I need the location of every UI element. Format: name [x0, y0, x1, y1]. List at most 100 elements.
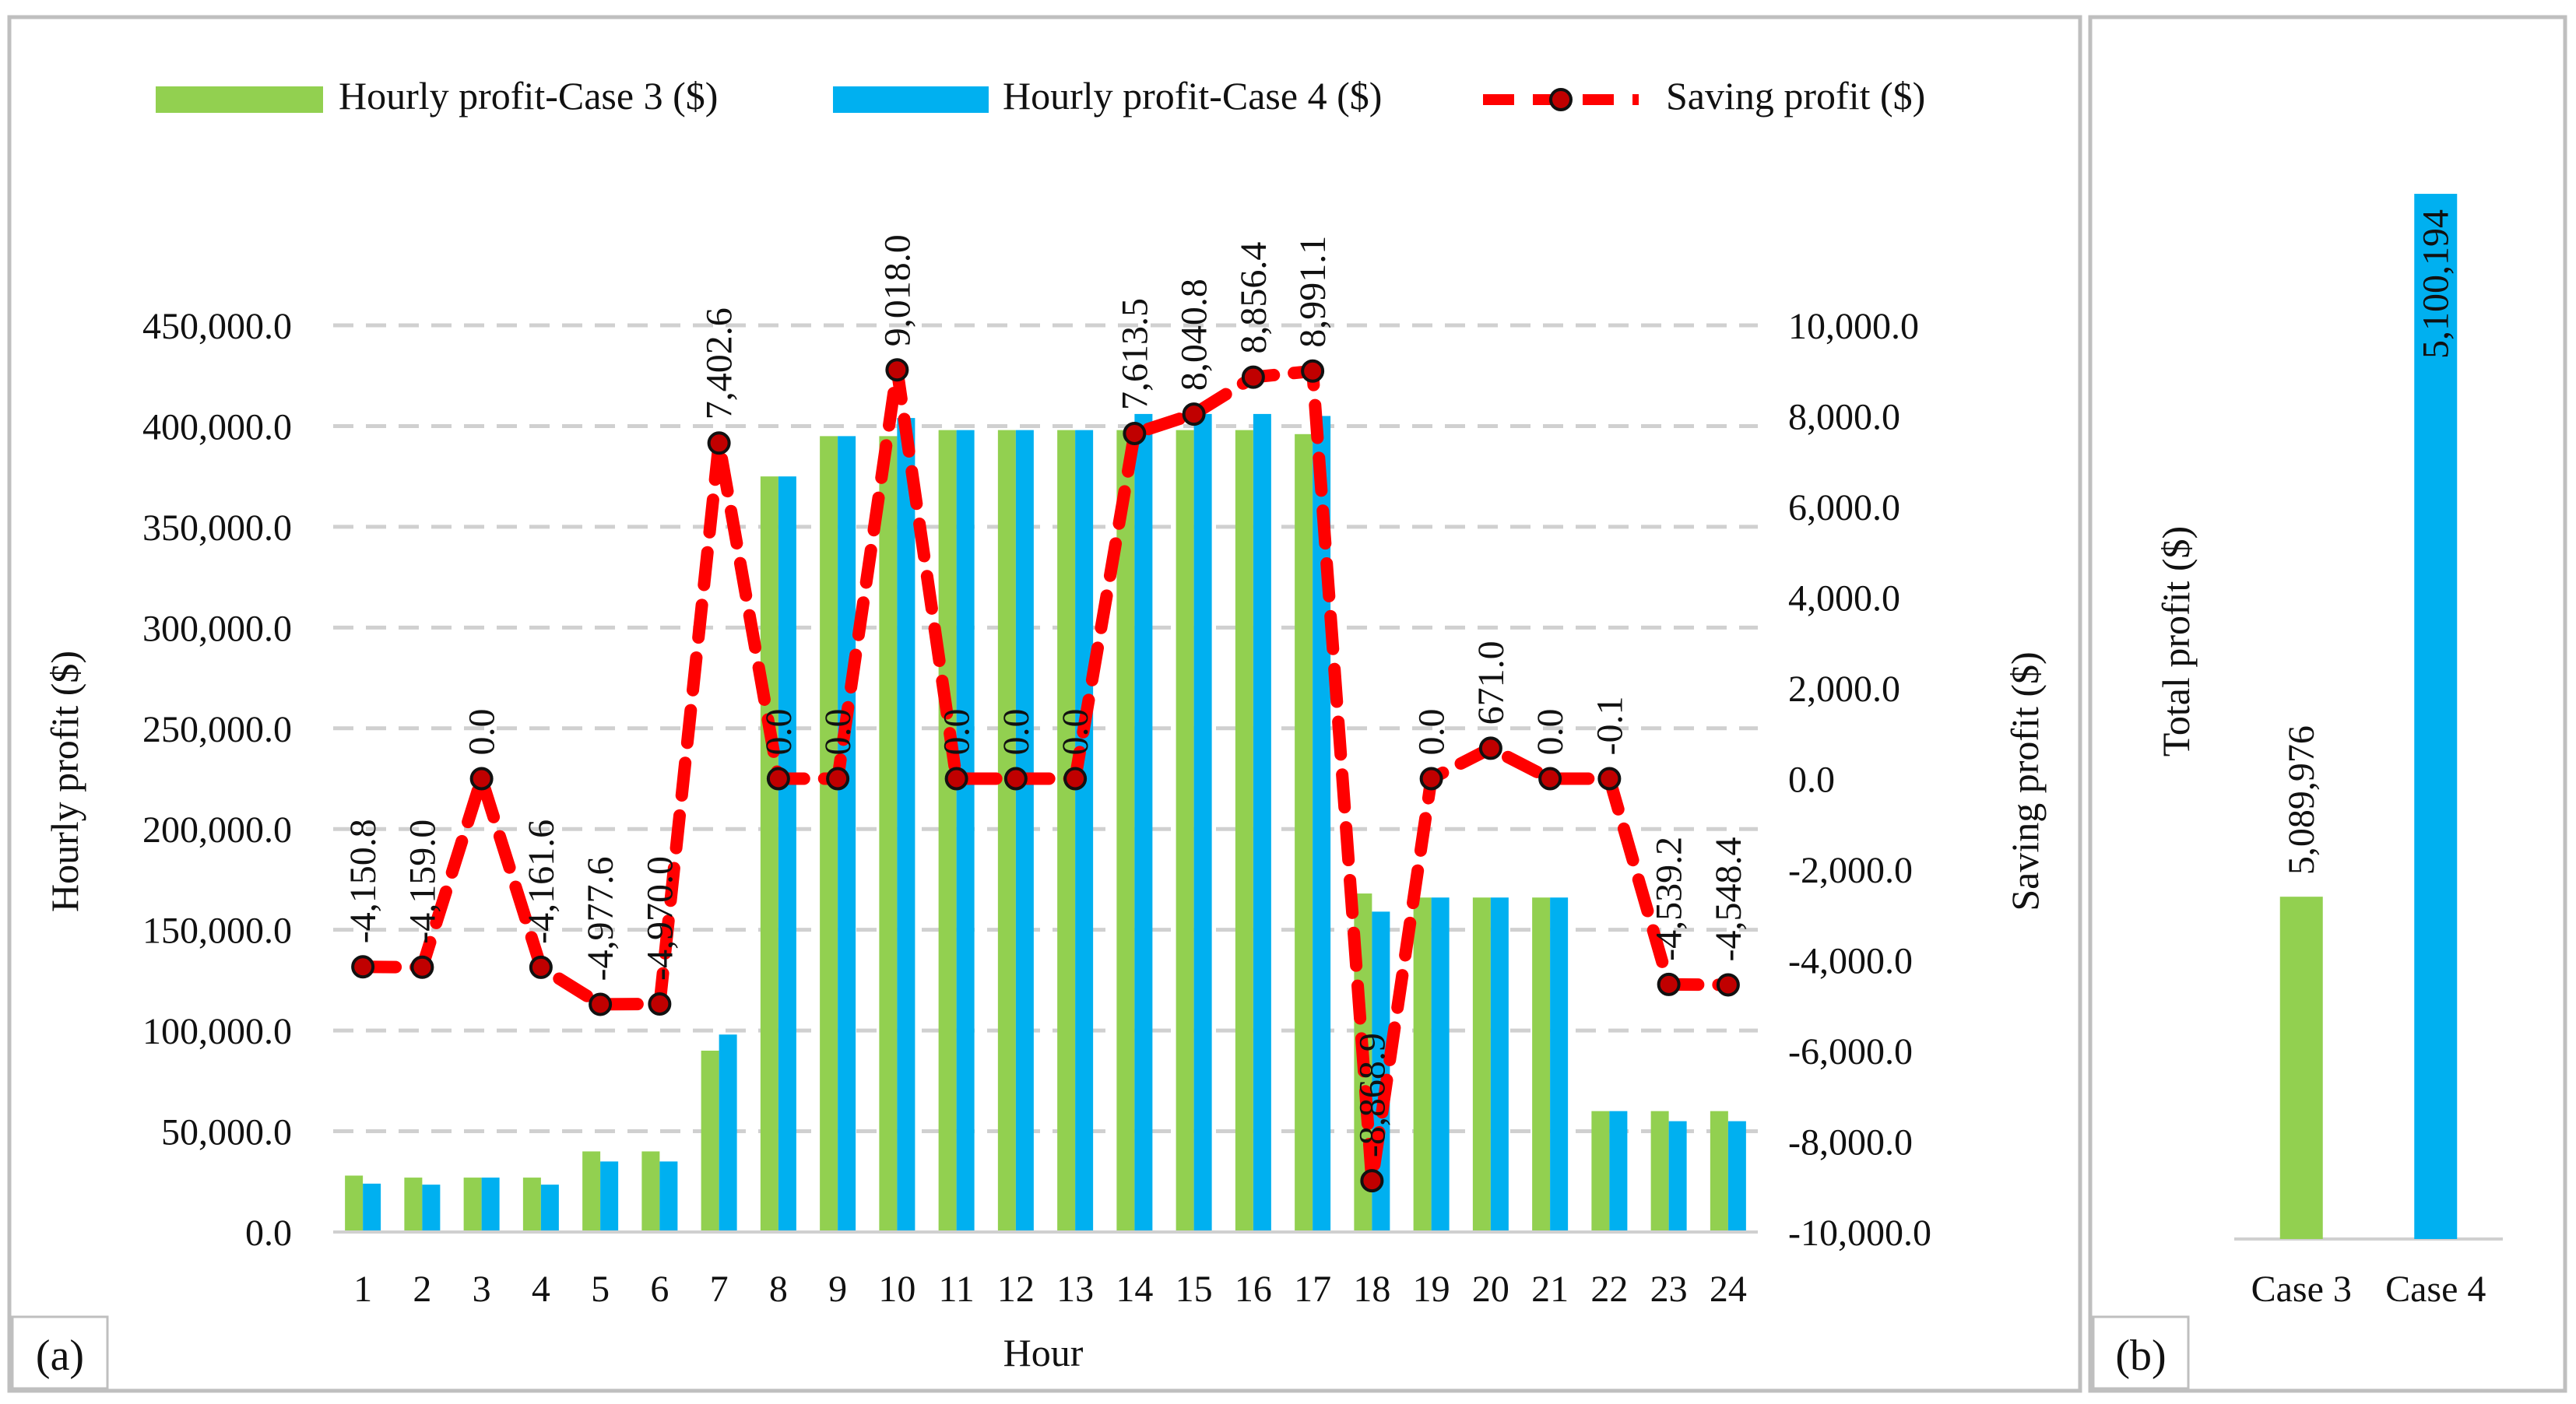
- bar-case3: [582, 1151, 601, 1232]
- saving-marker: [351, 955, 375, 979]
- bar-case4: [838, 436, 856, 1232]
- saving-data-label: 8,040.8: [1174, 279, 1215, 391]
- x-tick-label: 8: [769, 1269, 788, 1310]
- bar-case3: [1176, 430, 1194, 1232]
- saving-data-label: -0.1: [1589, 697, 1630, 756]
- legend-swatch-case4: [833, 86, 989, 113]
- bar-case4: [956, 430, 975, 1232]
- bar-case4: [1727, 1121, 1746, 1232]
- bar-case3: [1413, 897, 1432, 1232]
- y-tick-label-left: 100,000.0: [142, 1011, 292, 1052]
- x-tick-label: 3: [473, 1269, 491, 1310]
- bar-total-case3: [2279, 897, 2323, 1239]
- x-tick-label: 11: [939, 1269, 975, 1310]
- bar-total-case4: [2414, 194, 2458, 1240]
- panel-a-frame: [7, 15, 2082, 1393]
- y-axis-title-panel-b: Total profit ($): [2154, 526, 2198, 756]
- y-tick-label-right: 2,000.0: [1788, 669, 1900, 710]
- x-tick-label: 19: [1413, 1269, 1450, 1310]
- bar-case3: [1295, 433, 1313, 1232]
- x-axis-title: Hour: [1003, 1331, 1084, 1374]
- y-tick-label-right: -8,000.0: [1788, 1122, 1913, 1164]
- saving-marker: [589, 992, 613, 1016]
- bar-case3: [1116, 430, 1135, 1232]
- bar-case3: [463, 1178, 482, 1232]
- axes-panel-a: 0.050,000.0100,000.0150,000.0200,000.025…: [142, 306, 1931, 1310]
- bar-case4: [1609, 1111, 1628, 1232]
- y-tick-label-left: 350,000.0: [142, 507, 292, 549]
- y-tick-label-left: 450,000.0: [142, 306, 292, 347]
- x-tick-label: 15: [1176, 1269, 1213, 1310]
- panel-b-label: (b): [2115, 1332, 2166, 1380]
- y-tick-label-right: 6,000.0: [1788, 487, 1900, 528]
- saving-data-label: 0.0: [937, 709, 978, 756]
- x-tick-label: 20: [1472, 1269, 1509, 1310]
- saving-line: [357, 363, 1734, 1188]
- saving-marker: [469, 767, 494, 791]
- x-tick-label: 18: [1353, 1269, 1390, 1310]
- saving-marker: [944, 767, 968, 791]
- bar-case4: [778, 476, 796, 1232]
- x-tick-label: 10: [878, 1269, 915, 1310]
- bar-case4: [540, 1185, 559, 1232]
- total-data-label: 5,089,976: [2281, 725, 2322, 875]
- bar-case4: [659, 1161, 678, 1232]
- saving-data-label: -4,150.8: [343, 819, 384, 943]
- bar-case3: [701, 1051, 719, 1232]
- bar-case4: [1431, 897, 1450, 1232]
- saving-data-label: -4,539.2: [1649, 837, 1690, 961]
- saving-marker: [885, 358, 909, 382]
- y-tick-label-right: -4,000.0: [1788, 941, 1913, 982]
- saving-data-label: 0.0: [1055, 709, 1096, 756]
- y-tick-label-left: 0.0: [245, 1213, 292, 1254]
- y-tick-label-left: 50,000.0: [161, 1112, 292, 1153]
- bar-case4: [719, 1034, 737, 1232]
- saving-marker: [1538, 767, 1562, 791]
- legend-label-case4: Hourly profit-Case 4 ($): [1003, 74, 1382, 118]
- saving-data-label: -4,548.4: [1708, 837, 1749, 961]
- saving-marker: [1182, 402, 1206, 426]
- bar-case4: [1193, 413, 1212, 1232]
- saving-data-label: 8,991.1: [1292, 236, 1334, 348]
- x-tick-label: 23: [1650, 1269, 1688, 1310]
- panel-b-chart: Case 3 5,089,976 Case 4 5,100,194: [2234, 194, 2503, 1310]
- bar-case3: [1472, 897, 1491, 1232]
- bar-case4: [1490, 897, 1509, 1232]
- saving-data-label: -4,970.0: [639, 856, 680, 981]
- bars-panel-a: [345, 413, 1746, 1232]
- saving-marker: [707, 431, 731, 455]
- bar-case4: [1550, 897, 1569, 1232]
- saving-data-label: -4,977.6: [580, 856, 621, 981]
- y-tick-label-left: 300,000.0: [142, 608, 292, 649]
- bar-case4: [1075, 430, 1094, 1232]
- saving-line-panel-a: -4,150.8 -4,159.0 0.0 -4,161.6 -4,977.6 -4,97…: [343, 234, 1749, 1193]
- bar-case4: [600, 1161, 619, 1232]
- x-tick-label: 12: [997, 1269, 1035, 1310]
- bar-case4: [897, 418, 915, 1232]
- bar-case4: [363, 1183, 381, 1232]
- bar-case3: [1591, 1111, 1610, 1232]
- saving-marker: [648, 992, 672, 1016]
- saving-data-label: 7,613.5: [1114, 298, 1155, 410]
- bar-case4: [1253, 413, 1271, 1232]
- bar-case3: [879, 436, 898, 1232]
- saving-data-label: 0.0: [1411, 709, 1453, 756]
- bar-case4: [422, 1185, 441, 1232]
- x-tick-label: 4: [532, 1269, 550, 1310]
- y-tick-label-right: -2,000.0: [1788, 850, 1913, 891]
- saving-marker: [1003, 767, 1028, 791]
- saving-data-label: 0.0: [817, 709, 859, 756]
- y-axis-title-right: Saving profit ($): [2003, 651, 2047, 911]
- bar-case3: [1057, 430, 1076, 1232]
- saving-marker: [1360, 1169, 1384, 1193]
- saving-marker: [1123, 422, 1147, 446]
- legend-label-case3: Hourly profit-Case 3 ($): [339, 74, 718, 118]
- bar-case3: [1532, 897, 1551, 1232]
- x-tick-label: 7: [710, 1269, 729, 1310]
- legend-label-saving: Saving profit ($): [1666, 74, 1925, 118]
- y-tick-label-right: -6,000.0: [1788, 1031, 1913, 1072]
- bar-case3: [404, 1178, 423, 1232]
- bar-case3: [1710, 1111, 1728, 1232]
- saving-data-label: 0.0: [1530, 709, 1571, 756]
- y-tick-label-right: 4,000.0: [1788, 578, 1900, 620]
